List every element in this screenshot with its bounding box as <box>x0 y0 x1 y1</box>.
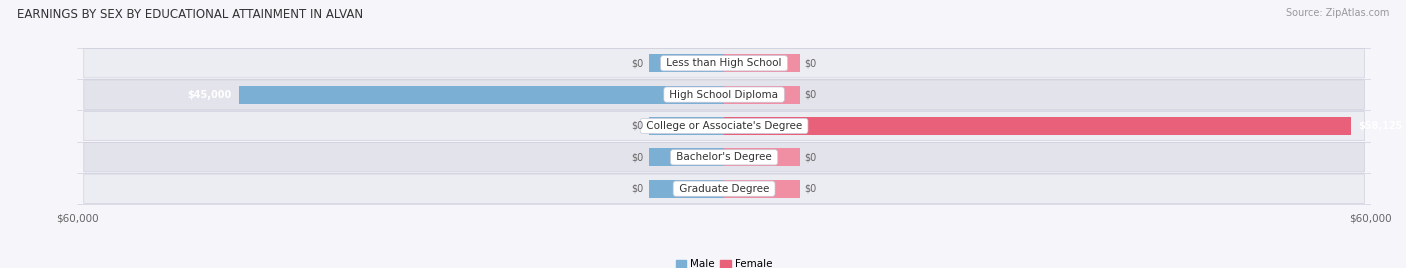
Text: $58,125: $58,125 <box>1358 121 1403 131</box>
Bar <box>724 117 1351 135</box>
Text: $0: $0 <box>804 184 817 194</box>
FancyBboxPatch shape <box>84 111 1364 141</box>
Text: $0: $0 <box>631 121 644 131</box>
FancyBboxPatch shape <box>84 174 1364 203</box>
Text: $0: $0 <box>804 58 817 68</box>
Text: EARNINGS BY SEX BY EDUCATIONAL ATTAINMENT IN ALVAN: EARNINGS BY SEX BY EDUCATIONAL ATTAINMEN… <box>17 8 363 21</box>
Bar <box>724 180 800 198</box>
Bar <box>648 148 724 166</box>
Bar <box>239 85 724 104</box>
Bar <box>648 117 724 135</box>
FancyBboxPatch shape <box>84 80 1364 109</box>
Text: College or Associate's Degree: College or Associate's Degree <box>643 121 806 131</box>
Text: $0: $0 <box>804 152 817 162</box>
Bar <box>724 148 800 166</box>
FancyBboxPatch shape <box>84 143 1364 172</box>
FancyBboxPatch shape <box>84 49 1364 78</box>
Text: Less than High School: Less than High School <box>664 58 785 68</box>
Text: $0: $0 <box>804 90 817 100</box>
Text: $0: $0 <box>631 58 644 68</box>
Text: High School Diploma: High School Diploma <box>666 90 782 100</box>
Text: Bachelor's Degree: Bachelor's Degree <box>673 152 775 162</box>
Bar <box>724 54 800 72</box>
Bar <box>648 180 724 198</box>
Text: Source: ZipAtlas.com: Source: ZipAtlas.com <box>1285 8 1389 18</box>
Text: $0: $0 <box>631 184 644 194</box>
Text: $45,000: $45,000 <box>187 90 231 100</box>
Bar <box>648 54 724 72</box>
Text: $0: $0 <box>631 152 644 162</box>
Text: Graduate Degree: Graduate Degree <box>676 184 772 194</box>
Legend: Male, Female: Male, Female <box>672 255 776 268</box>
Bar <box>724 85 800 104</box>
